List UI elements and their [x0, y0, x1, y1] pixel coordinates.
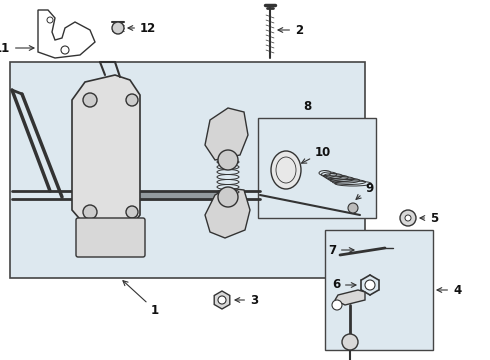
Text: 11: 11: [0, 41, 34, 54]
Circle shape: [47, 17, 53, 23]
Text: 1: 1: [123, 281, 159, 316]
Text: 9: 9: [356, 181, 373, 199]
Text: 12: 12: [128, 22, 156, 35]
Circle shape: [83, 93, 97, 107]
Circle shape: [83, 205, 97, 219]
Circle shape: [400, 210, 416, 226]
Ellipse shape: [271, 151, 301, 189]
Text: 3: 3: [235, 293, 258, 306]
Circle shape: [218, 296, 226, 304]
Text: 7: 7: [328, 243, 354, 256]
Circle shape: [218, 150, 238, 170]
Bar: [325, 230, 433, 350]
Circle shape: [348, 203, 358, 213]
Text: 8: 8: [303, 99, 311, 112]
Circle shape: [61, 46, 69, 54]
Circle shape: [126, 206, 138, 218]
Polygon shape: [205, 188, 250, 238]
Circle shape: [126, 94, 138, 106]
Polygon shape: [72, 75, 140, 232]
Text: 5: 5: [420, 211, 438, 225]
Bar: [258, 118, 376, 218]
Circle shape: [218, 187, 238, 207]
Polygon shape: [205, 108, 248, 160]
Circle shape: [332, 300, 342, 310]
Circle shape: [405, 215, 411, 221]
Text: 6: 6: [332, 279, 356, 292]
Text: 10: 10: [301, 145, 331, 163]
Polygon shape: [214, 291, 230, 309]
Text: 4: 4: [437, 284, 461, 297]
Text: 2: 2: [278, 23, 303, 36]
Circle shape: [365, 280, 375, 290]
Polygon shape: [335, 290, 365, 305]
Circle shape: [112, 22, 124, 34]
Bar: [10, 62, 365, 278]
FancyBboxPatch shape: [76, 218, 145, 257]
Circle shape: [342, 334, 358, 350]
